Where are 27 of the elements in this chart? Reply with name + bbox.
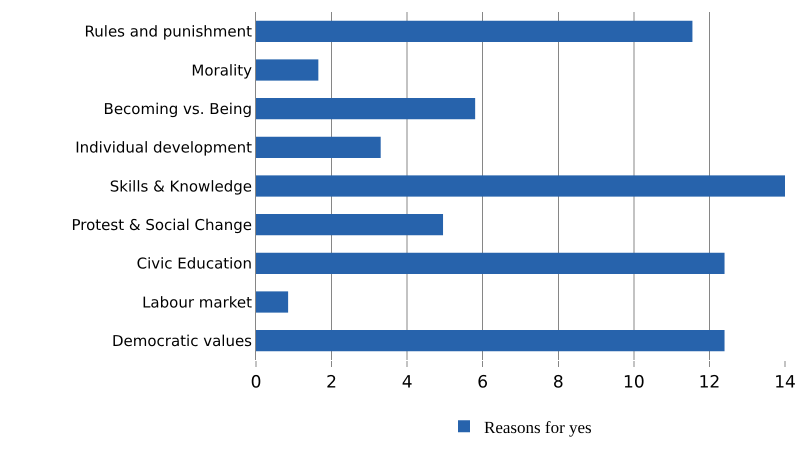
bar	[256, 136, 381, 158]
x-tick-label: 4	[402, 372, 413, 392]
y-tick-label: Morality	[191, 61, 252, 80]
bar	[256, 98, 476, 120]
bar	[256, 330, 725, 352]
x-tick-label: 12	[698, 372, 720, 392]
bar	[256, 252, 725, 274]
bar	[256, 214, 444, 236]
bar	[256, 291, 288, 313]
x-tick-label: 10	[623, 372, 645, 392]
y-tick-label: Labour market	[142, 293, 252, 312]
bar	[256, 175, 785, 197]
bar	[256, 20, 692, 42]
x-tick-label: 14	[774, 372, 796, 392]
y-tick-label: Civic Education	[136, 254, 252, 273]
y-tick-label: Rules and punishment	[84, 22, 252, 41]
y-tick-label: Individual development	[75, 138, 252, 157]
x-tick-label: 8	[552, 372, 564, 392]
y-tick-label: Skills & Knowledge	[110, 177, 252, 196]
y-tick-label: Protest & Social Change	[71, 216, 252, 234]
x-tick-label: 2	[326, 372, 337, 392]
x-tick-label: 6	[477, 372, 488, 392]
x-tick-label: 0	[250, 372, 262, 392]
y-tick-label: Democratic values	[112, 332, 252, 350]
y-tick-label: Becoming vs. Being	[104, 100, 252, 118]
legend-label: Reasons for yes	[484, 418, 592, 437]
bar	[256, 59, 318, 81]
